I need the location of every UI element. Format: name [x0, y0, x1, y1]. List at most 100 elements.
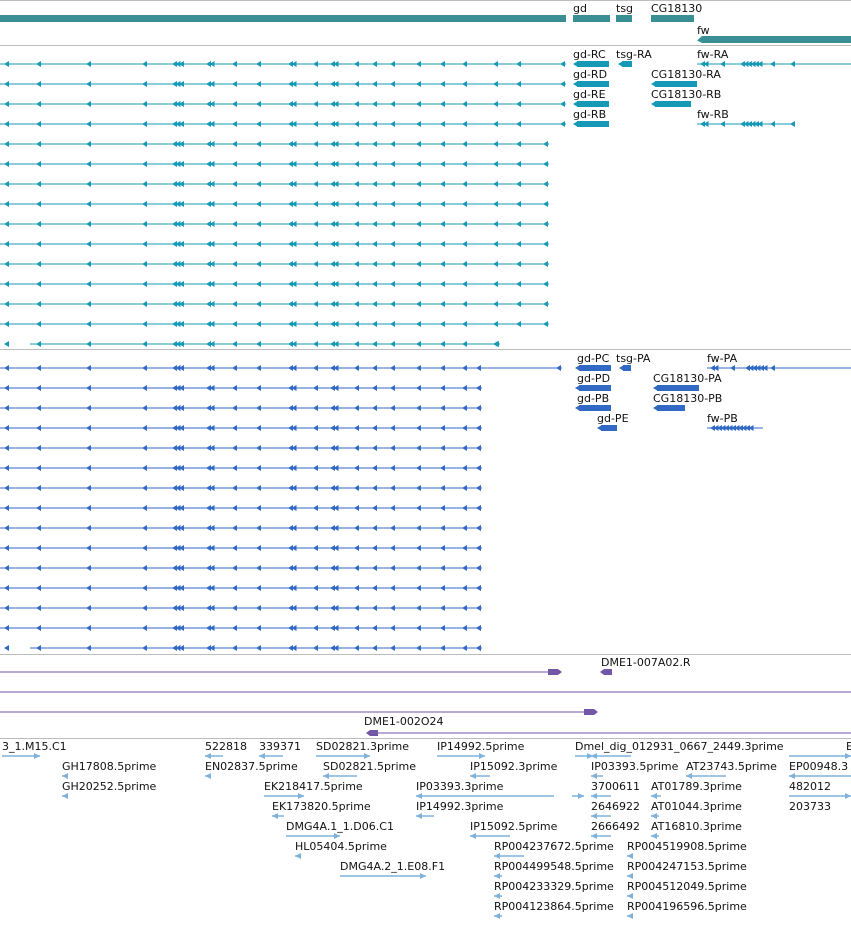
transcript-feature[interactable] [573, 101, 609, 107]
est-feature[interactable] [205, 773, 211, 779]
transcript-feature[interactable] [618, 61, 632, 67]
transcript-feature[interactable] [597, 425, 617, 431]
gene-bar[interactable] [697, 36, 851, 43]
clone-track[interactable]: DME1-007A02.R DME1-002O24 [0, 656, 851, 736]
est-feature[interactable] [686, 773, 726, 779]
est-feature[interactable] [323, 773, 357, 779]
transcript-row[interactable] [0, 301, 549, 307]
est-feature[interactable] [2, 753, 40, 759]
est-feature[interactable] [494, 913, 502, 919]
transcript-feature[interactable] [651, 101, 691, 107]
transcript-row[interactable] [0, 261, 549, 267]
transcript-row[interactable] [0, 61, 566, 67]
transcript-feature[interactable] [573, 81, 609, 87]
est-feature[interactable] [62, 773, 68, 779]
est-feature[interactable] [627, 893, 633, 899]
gene-bar[interactable] [0, 15, 566, 22]
transcript-row[interactable] [0, 221, 549, 227]
transcript-row[interactable] [0, 585, 482, 591]
gene-bar[interactable] [616, 15, 632, 22]
transcript-feature[interactable] [575, 365, 611, 371]
est-feature[interactable] [575, 753, 593, 759]
transcript-row[interactable] [697, 121, 795, 127]
gene-bar[interactable] [573, 15, 610, 22]
est-feature[interactable] [591, 813, 611, 819]
transcript-row[interactable] [0, 141, 549, 147]
est-feature[interactable] [627, 913, 633, 919]
transcript-feature[interactable] [575, 385, 611, 391]
transcript-row[interactable] [0, 425, 482, 431]
transcript-row[interactable] [0, 505, 482, 511]
est-feature[interactable] [62, 793, 68, 799]
est-feature[interactable] [470, 833, 510, 839]
est-feature[interactable] [572, 793, 584, 799]
est-feature[interactable] [416, 813, 434, 819]
clone-feature[interactable] [366, 730, 851, 736]
transcript-row[interactable] [0, 241, 549, 247]
transcript-row[interactable] [4, 341, 500, 347]
clone-feature[interactable] [600, 669, 612, 675]
transcript-row[interactable] [0, 101, 566, 107]
transcript-row[interactable] [0, 161, 549, 167]
est-feature[interactable] [651, 793, 661, 799]
est-feature[interactable] [651, 833, 659, 839]
transcript-row[interactable] [707, 425, 763, 431]
transcript-row[interactable] [0, 81, 566, 87]
transcript-feature[interactable] [619, 365, 631, 371]
clone-feature[interactable] [0, 669, 562, 675]
est-feature[interactable] [295, 853, 301, 859]
clone-feature[interactable] [0, 709, 598, 715]
gene-track[interactable]: gd tsg CG18130 fw [0, 2, 851, 43]
transcript-row[interactable] [0, 321, 549, 327]
gene-bar[interactable] [651, 15, 694, 22]
est-feature[interactable] [789, 773, 851, 779]
est-feature[interactable] [416, 793, 554, 799]
est-feature[interactable] [591, 773, 603, 779]
est-feature[interactable] [316, 753, 370, 759]
transcript-row[interactable] [0, 281, 549, 287]
est-feature[interactable] [286, 833, 340, 839]
est-feature[interactable] [789, 793, 851, 799]
est-feature[interactable] [789, 753, 851, 759]
transcript-row[interactable] [0, 181, 549, 187]
est-track[interactable]: 3_1.M15.C1 522818 339371 SD02821.3prime … [2, 740, 851, 919]
est-feature[interactable] [470, 773, 490, 779]
transcript-row[interactable] [0, 545, 482, 551]
transcript-row[interactable] [707, 365, 851, 371]
transcript-feature[interactable] [575, 405, 611, 411]
transcript-row[interactable] [0, 465, 482, 471]
transcript-feature[interactable] [573, 61, 609, 67]
transcript-feature[interactable] [573, 121, 609, 127]
transcript-row[interactable] [0, 605, 482, 611]
est-feature[interactable] [591, 753, 631, 759]
transcript-feature[interactable] [653, 385, 699, 391]
est-feature[interactable] [259, 753, 283, 759]
est-feature[interactable] [494, 893, 502, 899]
transcript-row[interactable] [0, 385, 482, 391]
transcript-row[interactable] [4, 645, 482, 651]
transcript-row[interactable] [0, 445, 482, 451]
est-feature[interactable] [627, 873, 633, 879]
est-feature[interactable] [591, 833, 611, 839]
est-feature[interactable] [437, 753, 485, 759]
transcript-row[interactable] [0, 625, 482, 631]
transcript-feature[interactable] [651, 81, 697, 87]
est-feature[interactable] [591, 793, 611, 799]
transcript-feature[interactable] [653, 405, 685, 411]
transcript-row[interactable] [0, 405, 482, 411]
est-feature[interactable] [494, 853, 524, 859]
est-feature[interactable] [494, 873, 502, 879]
est-feature[interactable] [340, 873, 426, 879]
est-feature[interactable] [264, 793, 304, 799]
est-feature[interactable] [627, 853, 633, 859]
est-feature[interactable] [272, 813, 284, 819]
transcript-row[interactable] [0, 365, 562, 371]
est-feature[interactable] [205, 753, 223, 759]
transcript-row[interactable] [0, 485, 482, 491]
transcript-row[interactable] [0, 525, 482, 531]
est-feature[interactable] [651, 813, 659, 819]
transcript-row[interactable] [0, 565, 482, 571]
transcript-row[interactable] [0, 121, 566, 127]
